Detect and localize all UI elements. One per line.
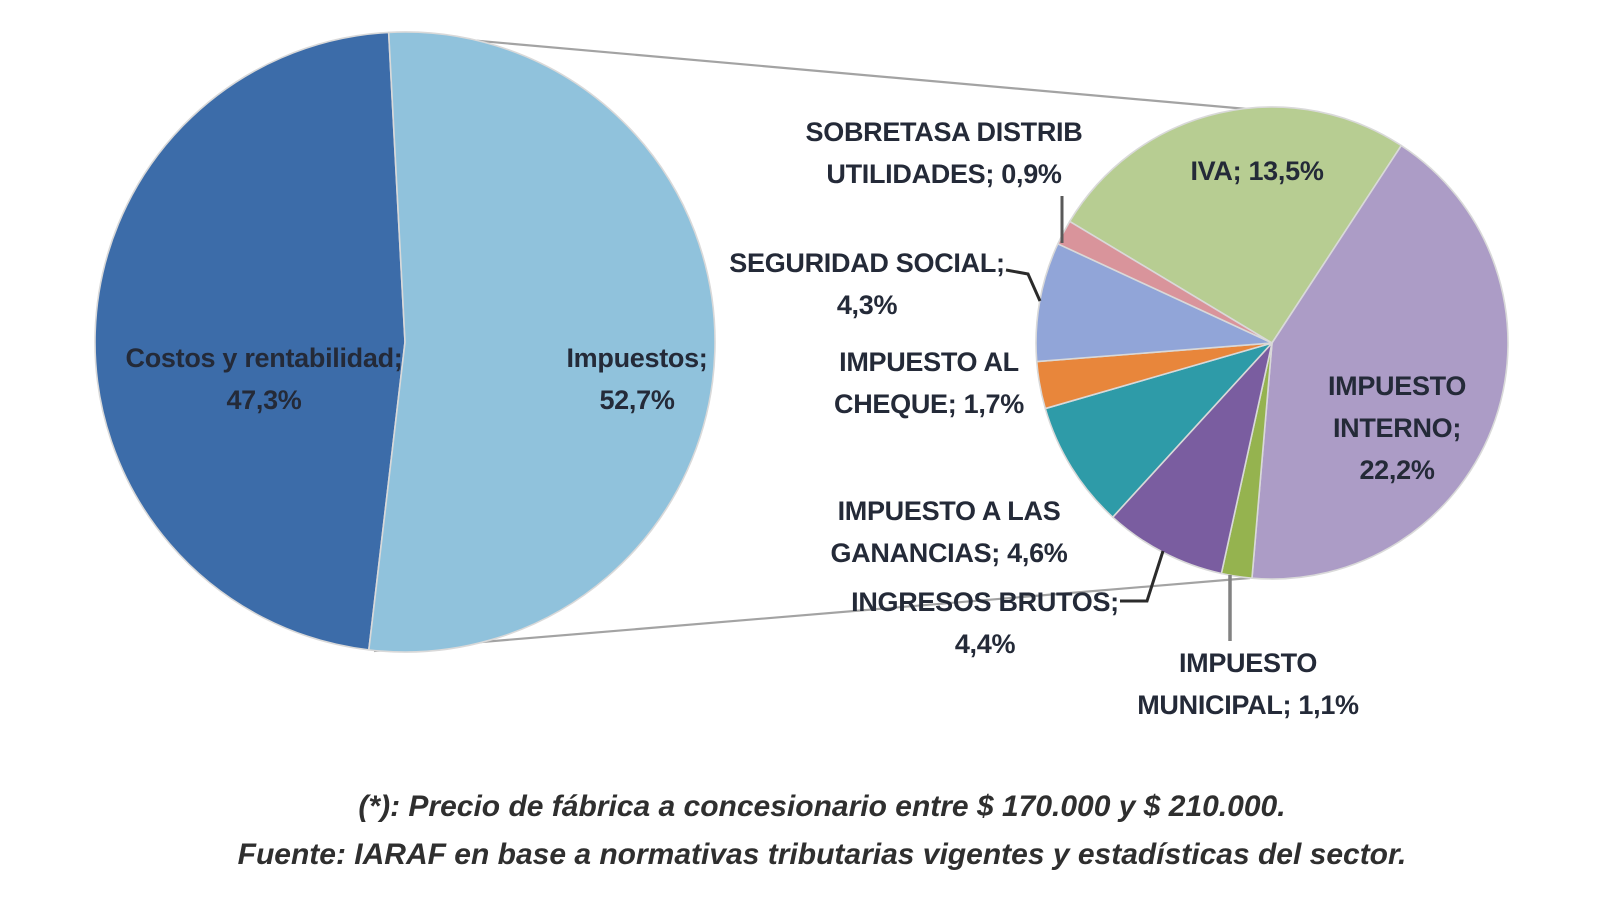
leader-line-seguridad-social [1005, 268, 1042, 302]
pie-slice-costos [94, 31, 406, 651]
footnote: (*): Precio de fábrica a concesionario e… [72, 783, 1572, 879]
pie-slice-impuesto-interno [1251, 144, 1509, 580]
main-pie [94, 31, 716, 653]
secondary-pie [1035, 106, 1509, 580]
series-line-top [389, 31, 1248, 111]
footnote-line-1: (*): Precio de fábrica a concesionario e… [358, 790, 1286, 823]
footnote-line-2: Fuente: IARAF en base a normativas tribu… [237, 838, 1407, 871]
pie-slice-impuestos [368, 31, 716, 653]
pie-slice-impuesto-ganancias [1044, 342, 1273, 518]
pie-slice-seguridad-social [1035, 243, 1273, 363]
series-line-bottom [373, 576, 1251, 653]
pie-slice-iva [1068, 106, 1403, 344]
leader-line-ingresos-brutos [1120, 550, 1165, 603]
